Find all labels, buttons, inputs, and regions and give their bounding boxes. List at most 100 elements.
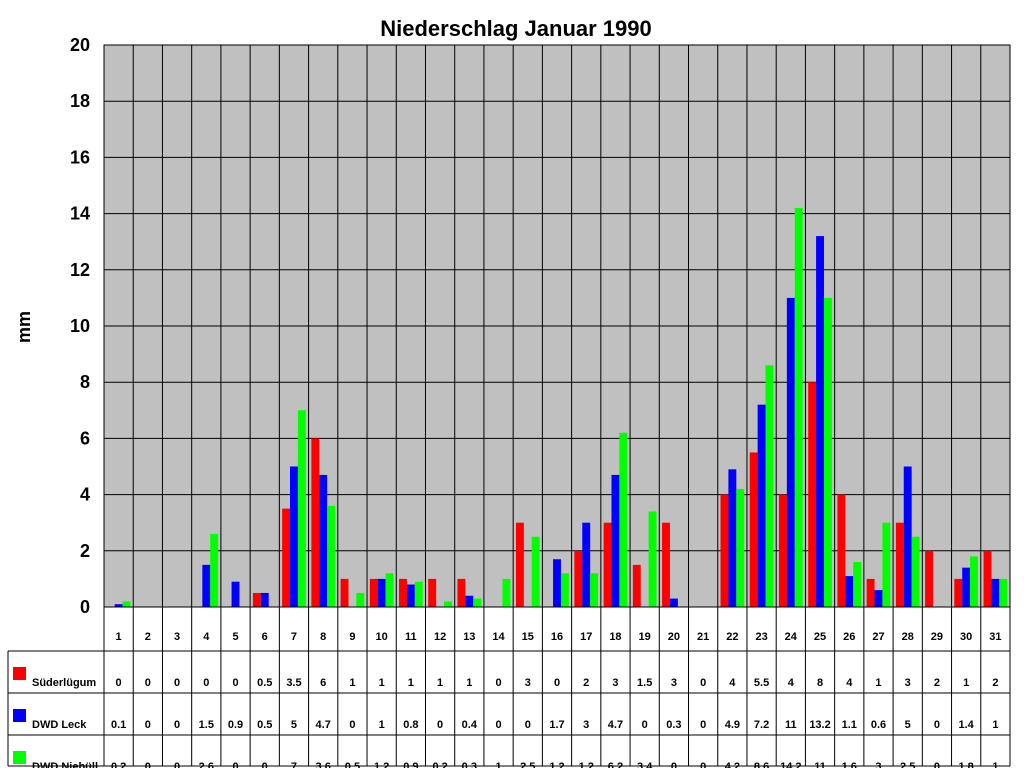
bar [210, 533, 219, 607]
day-label: 2 [145, 631, 151, 643]
bar [669, 598, 678, 607]
bar [903, 466, 912, 607]
table-cell: 1.5 [637, 677, 652, 689]
day-label: 9 [349, 631, 355, 643]
bar [736, 488, 745, 607]
bar [553, 559, 561, 607]
day-label: 22 [726, 631, 738, 643]
table-cell: 14.2 [780, 761, 801, 768]
table-cell: 1 [992, 719, 998, 731]
bar [465, 595, 474, 607]
day-label: 30 [960, 631, 972, 643]
table-cell: 1 [963, 677, 969, 689]
table-cell: 1.2 [374, 761, 389, 768]
bar [428, 578, 437, 607]
table-cell: 0.5 [257, 719, 272, 731]
table-cell: 3 [612, 677, 618, 689]
bar [444, 601, 452, 607]
y-axis-label: mm [14, 311, 34, 343]
table-cell: 11 [785, 719, 797, 731]
bar [327, 505, 336, 607]
table-cell: 0 [495, 677, 501, 689]
bar [823, 297, 832, 607]
bar [531, 536, 540, 607]
bar [882, 522, 891, 607]
bar [260, 592, 269, 607]
table-cell: 0 [700, 719, 706, 731]
day-label: 7 [291, 631, 297, 643]
table-cell: 7 [291, 761, 297, 768]
day-label: 21 [697, 631, 709, 643]
table-cell: 0.2 [432, 761, 447, 768]
table-cell: 0 [174, 677, 180, 689]
table-cell: 0.3 [462, 761, 477, 768]
bar [794, 207, 803, 608]
table-cell: 3 [671, 677, 677, 689]
table-cell: 0 [116, 677, 122, 689]
bar [778, 494, 787, 607]
table-cell: 3 [525, 677, 531, 689]
table-cell: 1 [466, 677, 472, 689]
bar [757, 404, 766, 607]
table-cell: 1 [349, 677, 355, 689]
table-cell: 7.2 [754, 719, 769, 731]
table-cell: 0.6 [871, 719, 886, 731]
bar [816, 236, 824, 607]
bar [728, 469, 737, 607]
table-cell: 1.8 [959, 761, 974, 768]
table-cell: 0 [554, 677, 560, 689]
table-cell: 6.2 [608, 761, 623, 768]
bar [231, 581, 240, 607]
table-cell: 8 [817, 677, 823, 689]
bar [662, 522, 670, 607]
day-label: 15 [522, 631, 534, 643]
bar [122, 601, 131, 607]
table-cell: 1 [379, 719, 385, 731]
day-label: 14 [492, 631, 505, 643]
bar [786, 297, 795, 607]
bar [999, 578, 1008, 607]
table-cell: 0 [203, 677, 209, 689]
table-cell: 4 [846, 677, 853, 689]
day-label: 23 [755, 631, 767, 643]
bar [385, 573, 394, 607]
table-cell: 3 [905, 677, 911, 689]
bar [114, 604, 123, 607]
bar [574, 550, 583, 607]
table-cell: 0 [525, 719, 531, 731]
table-cell: 0 [671, 761, 677, 768]
day-label: 12 [434, 631, 446, 643]
day-label: 29 [931, 631, 943, 643]
bar [406, 584, 415, 607]
bar [377, 578, 386, 607]
bar [853, 562, 862, 607]
bar [297, 410, 306, 607]
table-cell: 8.6 [754, 761, 769, 768]
bar [282, 508, 291, 607]
bar [560, 573, 569, 607]
table-cell: 0 [262, 761, 268, 768]
bar [502, 578, 511, 607]
table-cell: 0.2 [111, 761, 126, 768]
series-label: Süderlügum [32, 677, 96, 689]
table-cell: 0 [934, 761, 940, 768]
bar [290, 466, 298, 607]
day-label: 11 [405, 631, 417, 643]
table-cell: 4.7 [608, 719, 623, 731]
bar [202, 564, 211, 607]
y-tick-label: 20 [70, 35, 90, 55]
day-label: 27 [872, 631, 884, 643]
bar [252, 592, 261, 607]
table-cell: 0.5 [345, 761, 360, 768]
bar [414, 581, 423, 607]
series-label: DWD Leck [32, 719, 87, 731]
table-cell: 1.2 [579, 761, 594, 768]
table-cell: 4.7 [316, 719, 331, 731]
table-cell: 0 [174, 719, 180, 731]
table-cell: 0 [145, 761, 151, 768]
bar [808, 382, 817, 607]
table-cell: 13.2 [809, 719, 830, 731]
y-tick-label: 8 [80, 372, 90, 392]
table-cell: 0 [232, 677, 238, 689]
table-cell: 0.4 [462, 719, 478, 731]
